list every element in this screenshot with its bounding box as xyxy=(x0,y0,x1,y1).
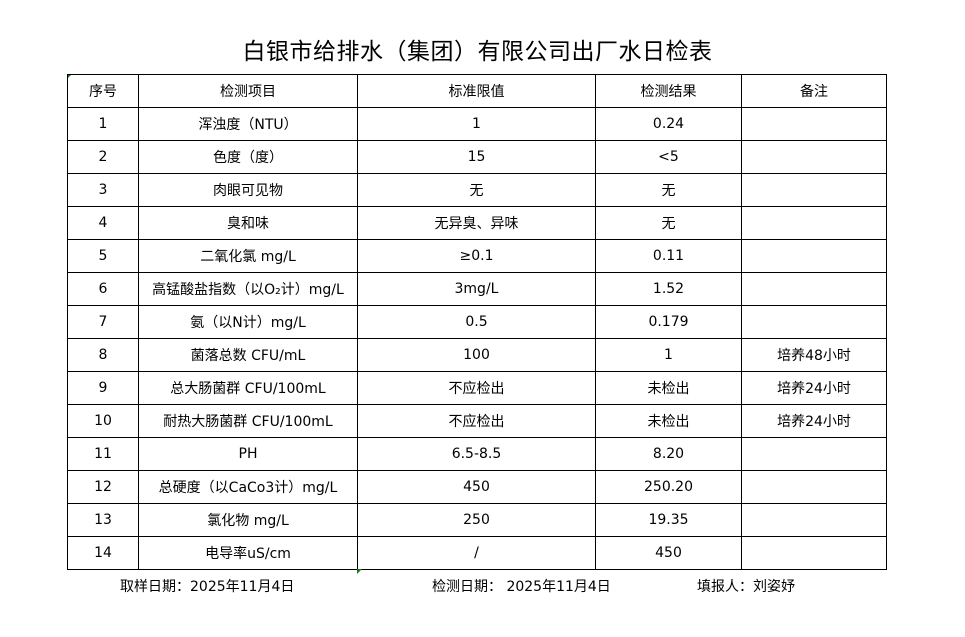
standard-limit: 1 xyxy=(357,107,596,141)
remark xyxy=(741,140,887,174)
standard-limit: 0.5 xyxy=(357,305,596,339)
header-limit: 标准限值 xyxy=(357,74,596,108)
table-row: 13 氯化物 mg/L 250 19.35 xyxy=(67,503,887,537)
row-number: 6 xyxy=(67,272,139,306)
test-result: 未检出 xyxy=(595,404,742,438)
remark xyxy=(741,107,887,141)
test-result: 8.20 xyxy=(595,437,742,471)
header-no: 序号 xyxy=(67,74,139,108)
table-row: 8 菌落总数 CFU/mL 100 1 培养48小时 xyxy=(67,338,887,372)
standard-limit: 250 xyxy=(357,503,596,537)
header-note: 备注 xyxy=(741,74,887,108)
row-number: 1 xyxy=(67,107,139,141)
remark xyxy=(741,173,887,207)
table-row: 2 色度（度） 15 <5 xyxy=(67,140,887,174)
inspection-table: 序号 检测项目 标准限值 检测结果 备注 1 浑浊度（NTU） 1 0.24 2 色度（度… xyxy=(67,74,887,570)
standard-limit: 不应检出 xyxy=(357,371,596,405)
remark xyxy=(741,470,887,504)
test-result: 未检出 xyxy=(595,371,742,405)
header-result: 检测结果 xyxy=(595,74,742,108)
test-result: 1 xyxy=(595,338,742,372)
standard-limit: 450 xyxy=(357,470,596,504)
page-title: 白银市给排水（集团）有限公司出厂水日检表 xyxy=(242,39,713,65)
standard-limit: 无 xyxy=(357,173,596,207)
table-row: 14 电导率uS/cm/450 xyxy=(67,536,887,570)
row-number: 5 xyxy=(67,239,139,273)
test-item: PH xyxy=(138,437,358,471)
row-number: 2 xyxy=(67,140,139,174)
row-number: 4 xyxy=(67,206,139,240)
test-item: 二氧化氯 mg/L xyxy=(138,239,358,273)
test-item: 菌落总数 CFU/mL xyxy=(138,338,358,372)
row-number: 8 xyxy=(67,338,139,372)
test-result: <5 xyxy=(595,140,742,174)
test-result: 0.11 xyxy=(595,239,742,273)
standard-limit: 100 xyxy=(357,338,596,372)
test-result: 无 xyxy=(595,206,742,240)
table-row: 9 总大肠菌群 CFU/100mL 不应检出 未检出 培养24小时 xyxy=(67,371,887,405)
remark xyxy=(741,536,887,570)
test-item: 电导率uS/cm xyxy=(138,536,358,570)
test-item: 高锰酸盐指数（以O₂计）mg/L xyxy=(138,272,358,306)
remark xyxy=(741,272,887,306)
test-item: 耐热大肠菌群 CFU/100mL xyxy=(138,404,358,438)
row-number: 14 xyxy=(67,536,139,570)
table-row: 1 浑浊度（NTU） 1 0.24 xyxy=(67,107,887,141)
test-item: 浑浊度（NTU） xyxy=(138,107,358,141)
test-item: 总大肠菌群 CFU/100mL xyxy=(138,371,358,405)
test-result: 无 xyxy=(595,173,742,207)
test-item: 色度（度） xyxy=(138,140,358,174)
standard-limit: 15 xyxy=(357,140,596,174)
cell-marker xyxy=(357,569,362,574)
sample-date: 取样日期：2025年11月4日 xyxy=(120,579,295,595)
remark xyxy=(741,503,887,537)
standard-limit: 6.5-8.5 xyxy=(357,437,596,471)
test-item: 臭和味 xyxy=(138,206,358,240)
row-number: 3 xyxy=(67,173,139,207)
table-row: 6 高锰酸盐指数（以O₂计）mg/L 3mg/L 1.52 xyxy=(67,272,887,306)
table-row: 12 总硬度（以CaCo3计）mg/L 450 250.20 xyxy=(67,470,887,504)
header-row: 序号 检测项目 标准限值 检测结果 备注 xyxy=(67,74,887,108)
remark xyxy=(741,305,887,339)
test-result: 19.35 xyxy=(595,503,742,537)
remark xyxy=(741,206,887,240)
row-number: 13 xyxy=(67,503,139,537)
standard-limit: 无异臭、异味 xyxy=(357,206,596,240)
test-date: 检测日期： 2025年11月4日 xyxy=(432,579,611,595)
remark xyxy=(741,437,887,471)
header-item: 检测项目 xyxy=(138,74,358,108)
test-item: 总硬度（以CaCo3计）mg/L xyxy=(138,470,358,504)
remark xyxy=(741,239,887,273)
test-result: 1.52 xyxy=(595,272,742,306)
row-number: 7 xyxy=(67,305,139,339)
remark: 培养24小时 xyxy=(741,404,887,438)
table-row: 11 PH 6.5-8.5 8.20 xyxy=(67,437,887,471)
row-number: 9 xyxy=(67,371,139,405)
test-item: 氯化物 mg/L xyxy=(138,503,358,537)
row-number: 12 xyxy=(67,470,139,504)
test-result: 250.20 xyxy=(595,470,742,504)
test-result: 0.179 xyxy=(595,305,742,339)
row-number: 10 xyxy=(67,404,139,438)
standard-limit: 3mg/L xyxy=(357,272,596,306)
table-row: 7 氨（以N计）mg/L 0.5 0.179 xyxy=(67,305,887,339)
test-item: 氨（以N计）mg/L xyxy=(138,305,358,339)
table-row: 3 肉眼可见物无无 xyxy=(67,173,887,207)
standard-limit: ≥0.1 xyxy=(357,239,596,273)
table-row: 5 二氧化氯 mg/L ≥0.1 0.11 xyxy=(67,239,887,273)
remark: 培养24小时 xyxy=(741,371,887,405)
row-number: 11 xyxy=(67,437,139,471)
standard-limit: / xyxy=(357,536,596,570)
test-result: 450 xyxy=(595,536,742,570)
reporter: 填报人：刘姿妤 xyxy=(697,579,795,595)
standard-limit: 不应检出 xyxy=(357,404,596,438)
table-row: 4 臭和味 无异臭、异味无 xyxy=(67,206,887,240)
remark: 培养48小时 xyxy=(741,338,887,372)
test-item: 肉眼可见物 xyxy=(138,173,358,207)
test-result: 0.24 xyxy=(595,107,742,141)
table-row: 10 耐热大肠菌群 CFU/100mL 不应检出 未检出 培养24小时 xyxy=(67,404,887,438)
